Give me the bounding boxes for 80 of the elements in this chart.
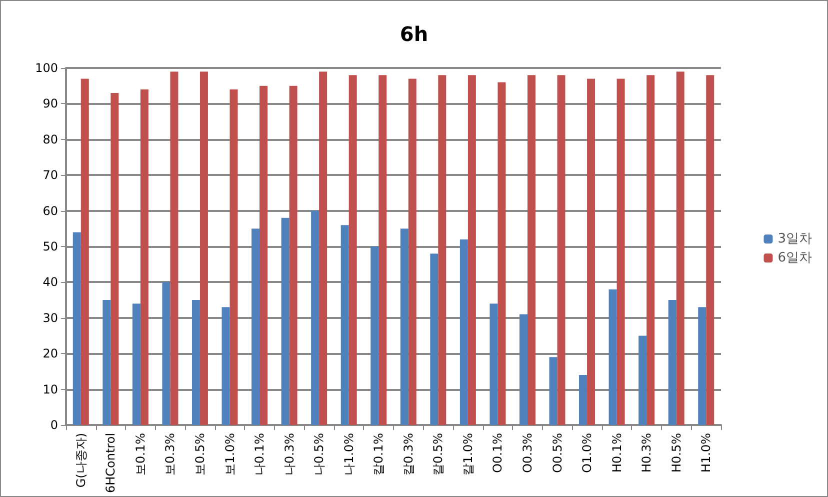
bar bbox=[549, 357, 558, 425]
bar bbox=[498, 82, 506, 425]
x-tick-label: O0.5% bbox=[550, 432, 564, 473]
bar bbox=[698, 307, 706, 425]
legend-label: 6일차 bbox=[778, 250, 812, 266]
bar bbox=[102, 300, 111, 425]
bar bbox=[460, 239, 468, 425]
y-tick-label: 0 bbox=[50, 418, 58, 432]
bar bbox=[668, 300, 676, 425]
x-tick-label: O0.1% bbox=[490, 432, 505, 473]
bar bbox=[319, 72, 328, 425]
x-tick-label: 나0.1% bbox=[252, 432, 267, 476]
x-tick-label: G(나종자) bbox=[74, 432, 88, 488]
y-tick-label: 20 bbox=[42, 346, 58, 361]
bar bbox=[706, 75, 714, 425]
bar bbox=[579, 374, 588, 425]
bar bbox=[408, 78, 416, 425]
bar bbox=[222, 307, 230, 425]
bar bbox=[110, 92, 119, 425]
bar bbox=[638, 336, 647, 425]
bar bbox=[468, 75, 476, 425]
x-tick-label: 칼1.0% bbox=[460, 432, 475, 476]
bar bbox=[132, 304, 140, 425]
bar bbox=[370, 246, 379, 425]
x-tick-label: 나0.5% bbox=[312, 432, 326, 476]
bar bbox=[252, 228, 260, 425]
x-tick-label: 칼0.3% bbox=[401, 432, 416, 476]
bar bbox=[438, 75, 446, 425]
legend-label: 3일차 bbox=[778, 232, 812, 246]
bar bbox=[200, 72, 208, 425]
bar bbox=[676, 72, 684, 425]
bar bbox=[400, 228, 408, 425]
x-tick-label: H0.1% bbox=[610, 432, 624, 472]
bar bbox=[80, 78, 89, 425]
bar bbox=[378, 75, 387, 425]
bar bbox=[430, 254, 438, 425]
bar bbox=[162, 282, 170, 425]
x-tick-label: H1.0% bbox=[699, 432, 714, 472]
y-tick-label: 70 bbox=[42, 168, 58, 182]
bar bbox=[616, 78, 625, 425]
x-tick-label: 6HControl bbox=[104, 432, 118, 494]
bar bbox=[527, 75, 536, 425]
bar bbox=[340, 225, 349, 425]
y-tick-label: 50 bbox=[42, 239, 58, 254]
x-tick-label: 보0.3% bbox=[163, 432, 178, 476]
bar bbox=[230, 89, 238, 425]
bar bbox=[348, 75, 357, 425]
bar bbox=[289, 86, 298, 425]
x-tick-label: H0.5% bbox=[669, 432, 684, 472]
x-tick-label: H0.3% bbox=[640, 432, 654, 472]
x-tick-label: 보0.5% bbox=[192, 432, 207, 476]
bar bbox=[192, 300, 200, 425]
x-tick-label: 칼0.5% bbox=[431, 432, 446, 476]
y-tick-label: 80 bbox=[42, 132, 58, 146]
y-tick-label: 60 bbox=[42, 204, 58, 218]
y-tick-label: 40 bbox=[42, 275, 58, 290]
bar bbox=[140, 89, 148, 425]
bar bbox=[587, 78, 596, 425]
x-tick-label: 나1.0% bbox=[342, 432, 356, 476]
y-tick-label: 10 bbox=[42, 382, 58, 396]
x-tick-label: 보1.0% bbox=[222, 432, 237, 476]
bar bbox=[490, 304, 498, 425]
y-tick-label: 30 bbox=[42, 310, 58, 325]
x-tick-label: O0.3% bbox=[520, 432, 534, 473]
bar bbox=[260, 86, 268, 425]
bar bbox=[281, 218, 290, 425]
bar bbox=[72, 232, 81, 425]
x-tick-label: 칼0.1% bbox=[372, 432, 386, 476]
x-tick-label: 나0.3% bbox=[282, 432, 296, 476]
x-tick-label: 보0.1% bbox=[133, 432, 148, 476]
y-tick-label: 100 bbox=[35, 61, 58, 75]
y-tick-label: 90 bbox=[42, 96, 58, 111]
bar bbox=[557, 75, 566, 425]
bar bbox=[311, 210, 320, 425]
bar bbox=[608, 289, 617, 425]
bar bbox=[170, 72, 178, 425]
x-tick-label: O1.0% bbox=[580, 432, 594, 473]
bar bbox=[646, 75, 655, 425]
bar bbox=[519, 314, 528, 425]
chart-title: 6h bbox=[400, 22, 428, 46]
